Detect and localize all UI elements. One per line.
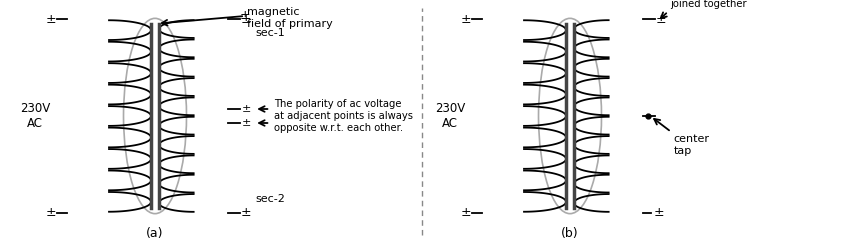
Text: adjacent points of
two secondaries
joined together: adjacent points of two secondaries joine… — [670, 0, 760, 9]
Text: ±: ± — [241, 206, 252, 219]
Text: center
tap: center tap — [674, 134, 709, 156]
Text: 230V
AC: 230V AC — [20, 102, 50, 130]
Text: (b): (b) — [561, 226, 579, 240]
Text: ±: ± — [654, 206, 664, 219]
Text: ±: ± — [46, 206, 57, 219]
Text: The polarity of ac voltage
at adjacent points is always
opposite w.r.t. each oth: The polarity of ac voltage at adjacent p… — [274, 99, 414, 133]
Text: sec-1: sec-1 — [255, 28, 285, 38]
Text: ±: ± — [461, 13, 471, 26]
Text: ±: ± — [241, 118, 251, 128]
Text: ±: ± — [241, 13, 252, 26]
Text: ±: ± — [241, 104, 251, 114]
Text: ±: ± — [656, 13, 667, 26]
Text: sec-2: sec-2 — [255, 194, 285, 204]
Text: ±: ± — [46, 13, 57, 26]
Text: ±: ± — [240, 9, 251, 22]
Text: ±: ± — [461, 206, 471, 219]
Text: (a): (a) — [146, 226, 164, 240]
Text: magnetic
field of primary: magnetic field of primary — [247, 7, 333, 29]
Text: 230V
AC: 230V AC — [435, 102, 465, 130]
